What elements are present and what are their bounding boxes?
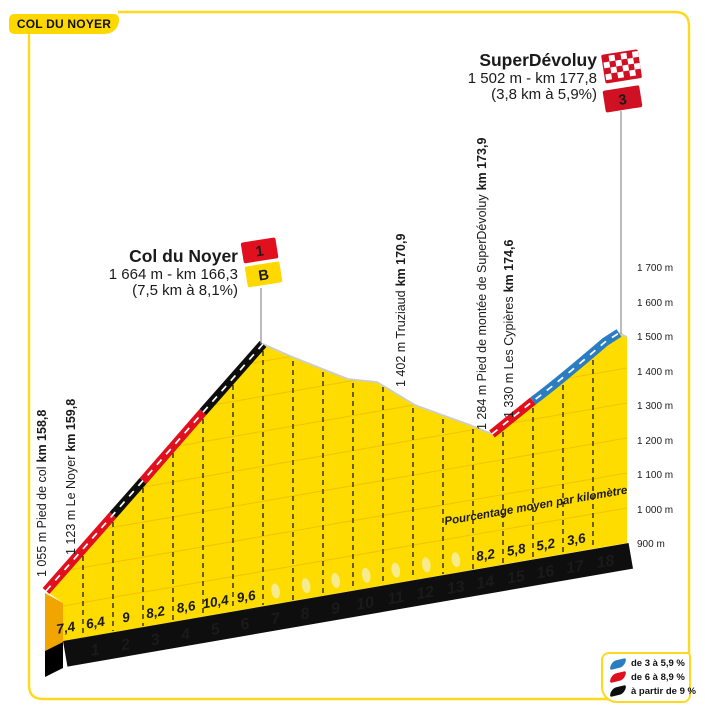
waypoint-label: 1 330 m Les Cypièreskm 174,6 (502, 240, 516, 418)
waypoint-label: 1 055 m Pied de colkm 158,8 (35, 410, 49, 577)
waypoint-labels: 1 055 m Pied de colkm 158,8 1 123 m Le N… (35, 138, 516, 577)
km-label: 18 (595, 552, 616, 572)
km-label: 17 (565, 557, 587, 577)
altitude-tick-label: 1 200 m (637, 436, 673, 447)
waypoint-label: 1 402 m Truziaudkm 170,9 (394, 234, 408, 387)
category-1-badge: 1 (240, 237, 279, 264)
road-centerline (491, 332, 620, 435)
summit-cap-outline (618, 332, 628, 338)
finish-altitude: 1 502 m - km 177,8 (468, 70, 597, 87)
title-tab-label: COL DU NOYER (16, 17, 112, 31)
gradient-label: 10,4 (201, 592, 230, 611)
gradient-label: 9,6 (236, 588, 258, 606)
altitude-tick-label: 900 m (637, 539, 665, 550)
km-label: 6 (239, 616, 251, 634)
legend-label: de 6 à 8,9 % (631, 671, 685, 683)
climb2-road (489, 329, 622, 438)
gradient-label: 5,8 (506, 541, 528, 559)
legend-label: de 3 à 5,9 % (631, 658, 685, 670)
km-label: 16 (535, 563, 556, 583)
km-label: 3 (149, 631, 161, 649)
category-3-label: 3 (617, 92, 627, 109)
altitude-tick-label: 1 500 m (637, 332, 673, 343)
km-label: 12 (415, 584, 436, 604)
km-band-rect (62, 543, 634, 667)
road-segment-black (109, 478, 147, 518)
gradient-label: 7,4 (55, 619, 77, 637)
legend-row: de 3 à 5,9 % (609, 657, 685, 670)
altitude-tick-label: 1 600 m (637, 298, 673, 309)
gradient-labels: 7,4 6,4 9 8,2 8,6 10,4 9,6 8,2 5,8 5,2 3… (55, 530, 587, 637)
climb1-road (42, 341, 267, 594)
altitude-tick-label: 1 000 m (637, 505, 673, 516)
bonus-label: B (257, 267, 270, 284)
km-label: 2 (119, 636, 132, 654)
km-labels: 1 2 3 4 5 6 7 8 9 10 11 12 13 14 15 16 1… (89, 552, 616, 659)
climb1-annotation: Col du Noyer 1 664 m - km 166,3 (7,5 km … (109, 237, 283, 344)
climb1-altitude: 1 664 m - km 166,3 (109, 266, 238, 283)
road-segment-red (139, 409, 207, 484)
climb1-gradient: (7,5 km à 8,1%) (132, 282, 238, 299)
band-side-face (45, 642, 63, 677)
bonus-badge: B (244, 261, 283, 288)
altitude-axis: 1 700 m 1 600 m 1 500 m 1 400 m 1 300 m … (637, 263, 673, 550)
descent-outline (262, 343, 493, 435)
legend-label: à partir de 9 % (631, 685, 696, 697)
blue-gradient-icon (609, 657, 627, 670)
gradient-label: 5,2 (535, 536, 557, 554)
waypoint-label: 1 123 m Le Noyerkm 159,8 (64, 399, 78, 555)
legend-row: de 6 à 8,9 % (609, 671, 685, 684)
km-gridlines (82, 351, 594, 636)
climb1-name: Col du Noyer (129, 246, 238, 266)
altitude-tick-label: 1 300 m (637, 401, 673, 412)
category-1-label: 1 (255, 243, 265, 260)
altitude-tick-label: 1 100 m (637, 470, 673, 481)
category-3-badge: 3 (602, 85, 643, 113)
gradient-legend: de 3 à 5,9 % de 6 à 8,9 % à partir de 9 … (601, 652, 696, 703)
title-tab: COL DU NOYER (9, 14, 119, 34)
gradient-label: 8,2 (145, 603, 167, 621)
elevation-area (46, 333, 627, 641)
gradient-label: 9 (121, 609, 131, 625)
gradient-label: 3,6 (566, 530, 588, 548)
gradient-label: 6,4 (85, 614, 107, 632)
km-label: 8 (299, 605, 311, 623)
faint-gradient-marks (271, 552, 461, 599)
finish-name: SuperDévoluy (479, 50, 597, 70)
km-label: 13 (446, 578, 467, 598)
black-gradient-icon (609, 685, 627, 698)
km-label: 14 (475, 573, 496, 593)
km-label: 10 (355, 594, 376, 614)
gradient-label: 8,6 (175, 598, 197, 616)
area-side-face (45, 593, 63, 651)
km-label: 15 (506, 568, 528, 588)
altitude-tick-label: 1 700 m (637, 263, 673, 274)
finish-flag-icon (601, 49, 642, 84)
finish-gradient: (3,8 km à 5,9%) (491, 86, 597, 103)
red-gradient-icon (609, 671, 627, 684)
km-label: 11 (386, 589, 405, 609)
altitude-tick-label: 1 400 m (637, 367, 673, 378)
gradient-label: 8,2 (475, 546, 497, 564)
waypoint-label: 1 284 m Pied de montée de SuperDévoluykm… (475, 138, 489, 430)
km-label: 4 (179, 626, 192, 644)
km-label: 9 (330, 600, 342, 618)
km-label: 1 (89, 642, 101, 660)
legend-row: à partir de 9 % (609, 685, 696, 698)
finish-annotation: SuperDévoluy 1 502 m - km 177,8 (3,8 km … (468, 49, 643, 334)
